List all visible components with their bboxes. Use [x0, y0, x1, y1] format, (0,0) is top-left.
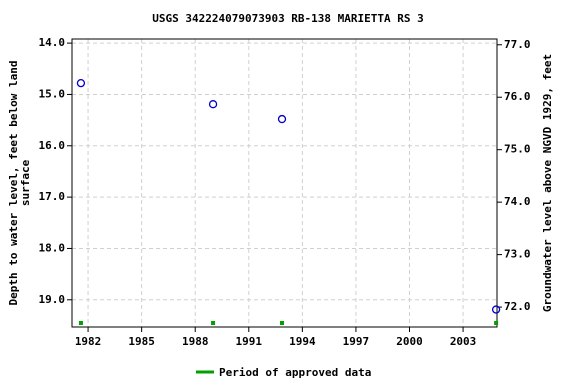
- approved-mark: [78, 321, 83, 325]
- y2-tick-label: 76.0: [504, 90, 531, 103]
- x-tick-label: 2000: [396, 335, 423, 348]
- point: [76, 78, 86, 88]
- x-tick-label: 2003: [450, 335, 477, 348]
- y2-tick-label: 72.0: [504, 300, 531, 313]
- y-tick-label: 17.0: [39, 190, 66, 203]
- x-tick-label: 1982: [75, 335, 102, 348]
- x-tick-label: 1991: [236, 335, 263, 348]
- x-tick-label: 1988: [182, 335, 209, 348]
- y2-tick-label: 77.0: [504, 38, 531, 51]
- y2-axis-label: Groundwater level above NGVD 1929, feet: [541, 54, 554, 312]
- point: [277, 114, 287, 124]
- point: [208, 100, 218, 109]
- y2-tick-label: 73.0: [504, 248, 531, 261]
- legend-label: Period of approved data: [219, 366, 371, 379]
- plot-frame: [71, 38, 498, 328]
- approved-mark: [494, 321, 499, 325]
- y2-tick-label: 74.0: [504, 195, 531, 208]
- y-axis-label: Depth to water level, feet below landsur…: [7, 60, 32, 305]
- x-tick-label: 1997: [343, 335, 370, 348]
- y-tick-label: 19.0: [39, 293, 66, 306]
- approved-mark: [280, 321, 284, 325]
- x-tick-label: 1994: [289, 335, 316, 348]
- y2-tick-label: 75.0: [504, 143, 531, 156]
- y-tick-label: 16.0: [39, 139, 66, 152]
- y-tick-label: 14.0: [39, 36, 66, 49]
- x-tick-label: 1985: [128, 335, 155, 348]
- point: [491, 305, 501, 314]
- y-tick-label: 15.0: [39, 87, 66, 100]
- y-axis-label-line: Depth to water level, feet below land: [7, 60, 20, 305]
- approved-mark: [211, 321, 216, 325]
- y-axis-label-line: surface: [19, 159, 32, 206]
- chart-title: USGS 342224079073903 RB-138 MARIETTA RS …: [152, 12, 424, 25]
- y-tick-label: 18.0: [39, 241, 66, 254]
